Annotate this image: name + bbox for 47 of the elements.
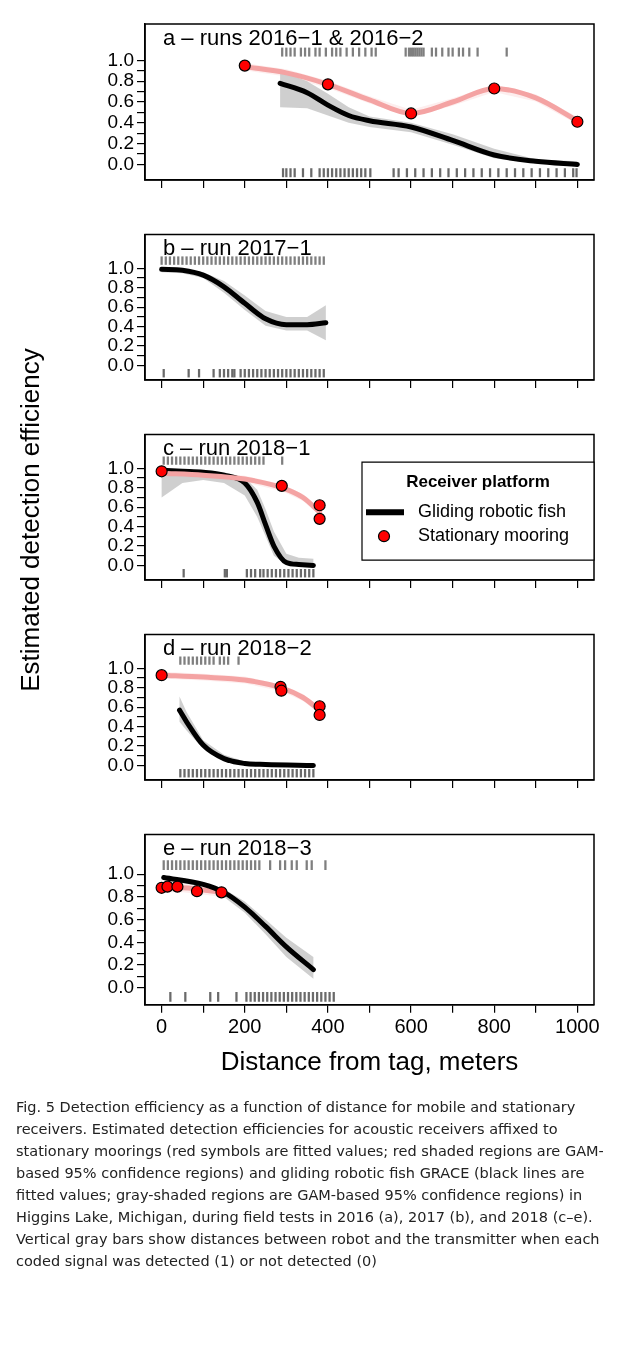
legend-label: Stationary mooring <box>418 525 570 546</box>
y-tick-label: 0.8 <box>107 476 134 498</box>
y-tick-label: 0.0 <box>107 353 134 375</box>
y-tick-label: 0.4 <box>107 514 135 536</box>
y-tick-label: 0.6 <box>107 90 134 112</box>
y-tick-label: 1.0 <box>107 48 134 70</box>
chart-title: e – run 2018−3 <box>163 835 312 861</box>
y-tick-label: 0.4 <box>107 314 135 336</box>
chart-title: d – run 2018−2 <box>163 635 312 661</box>
legend-label: Gliding robotic fish <box>418 501 567 522</box>
y-tick-label: 0.0 <box>107 975 134 997</box>
y-tick-label: 0.6 <box>107 907 134 929</box>
y-tick-label: 1.0 <box>107 656 134 678</box>
x-axis-title: Distance from tag, meters <box>220 1045 519 1076</box>
chart-title: a – runs 2016−1 & 2016−2 <box>163 25 424 50</box>
y-tick-label: 0.0 <box>107 753 134 775</box>
y-tick-label: 0.8 <box>107 276 134 298</box>
y-tick-label: 0.6 <box>107 495 134 517</box>
caption: Fig. 5 Detection efficiency as a function of distance for mobile and stationary receivers. Estimated detection efficiencies for acoustic receivers affixed to stationary moorings (red symbols are fitted values; red shaded regions are GAM-based 95% confidence regions) and gliding robotic fish GRACE (black lines are fitted values; gray-shaded regions are GAM-based 95% confidence regions) in Higgins Lake, Michigan, during field tests in 2016 (a), 2017 (b), and 2018 (c–e). Vertical gray bars show distances between robot and the transmitter when each coded signal was detected (1) or not detected (0) <box>15 1098 605 1271</box>
chart-title: b – run 2017−1 <box>163 235 312 261</box>
y-tick-label: 0.8 <box>107 69 134 91</box>
y-tick-label: 0.2 <box>107 131 134 153</box>
y-tick-label: 1.0 <box>107 862 134 884</box>
y-tick-label: 0.4 <box>107 714 135 736</box>
chart-title: c – run 2018−1 <box>163 435 311 461</box>
y-tick-label: 1.0 <box>107 256 134 278</box>
y-tick-label: 0.8 <box>107 885 134 907</box>
y-tick-label: 0.6 <box>107 695 134 717</box>
x-tick-label: 200 <box>228 1015 262 1038</box>
y-tick-label: 0.8 <box>107 676 134 698</box>
x-tick-label: 400 <box>311 1015 345 1038</box>
x-tick-label: 600 <box>394 1015 428 1038</box>
y-tick-label: 0.2 <box>107 534 134 556</box>
x-tick-label: 800 <box>477 1015 511 1038</box>
y-tick-label: 0.6 <box>107 295 134 317</box>
y-tick-label: 1.0 <box>107 456 134 478</box>
y-axis-title: Estimated detection efficiency <box>14 348 46 692</box>
legend-title: Receiver platform <box>406 471 550 491</box>
y-tick-label: 0.2 <box>107 953 134 975</box>
y-tick-label: 0.4 <box>107 930 135 952</box>
y-tick-label: 0.4 <box>107 111 135 133</box>
x-tick-label: 0 <box>156 1015 168 1038</box>
y-tick-label: 0.0 <box>107 553 134 575</box>
y-tick-label: 0.0 <box>107 152 134 174</box>
y-tick-label: 0.2 <box>107 734 134 756</box>
x-tick-label: 1000 <box>555 1015 600 1038</box>
y-tick-label: 0.2 <box>107 334 134 356</box>
